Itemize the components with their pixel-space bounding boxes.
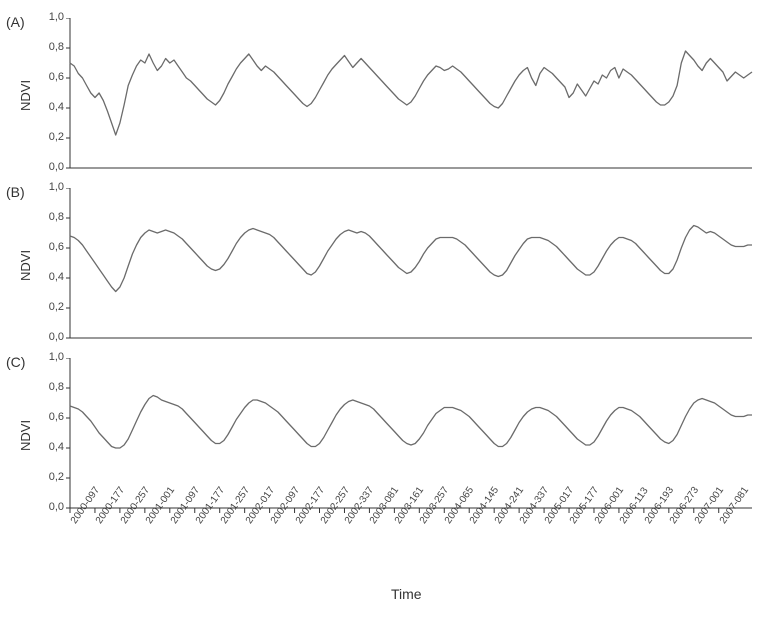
series-line bbox=[70, 51, 752, 135]
y-tick-label: 1,0 bbox=[34, 351, 64, 363]
y-tick-label: 0,6 bbox=[34, 411, 64, 423]
y-tick-label: 0,8 bbox=[34, 381, 64, 393]
y-tick-label: 0,6 bbox=[34, 241, 64, 253]
y-tick-label: 0,2 bbox=[34, 131, 64, 143]
y-tick-label: 0,0 bbox=[34, 161, 64, 173]
y-tick-label: 0,4 bbox=[34, 271, 64, 283]
panel-svg bbox=[0, 188, 764, 358]
y-tick-label: 1,0 bbox=[34, 11, 64, 23]
y-tick-label: 0,4 bbox=[34, 101, 64, 113]
y-tick-label: 0,4 bbox=[34, 441, 64, 453]
y-tick-label: 0,8 bbox=[34, 211, 64, 223]
y-tick-label: 0,8 bbox=[34, 41, 64, 53]
figure-root: (A)NDVI0,00,20,40,60,81,0(B)NDVI0,00,20,… bbox=[0, 0, 764, 630]
y-tick-label: 0,2 bbox=[34, 471, 64, 483]
x-axis-label: Time bbox=[391, 586, 422, 602]
series-line bbox=[70, 226, 752, 292]
series-line bbox=[70, 396, 752, 449]
panel-svg bbox=[0, 18, 764, 188]
y-tick-label: 1,0 bbox=[34, 181, 64, 193]
y-tick-label: 0,0 bbox=[34, 331, 64, 343]
y-tick-label: 0,0 bbox=[34, 501, 64, 513]
y-tick-label: 0,6 bbox=[34, 71, 64, 83]
y-tick-label: 0,2 bbox=[34, 301, 64, 313]
